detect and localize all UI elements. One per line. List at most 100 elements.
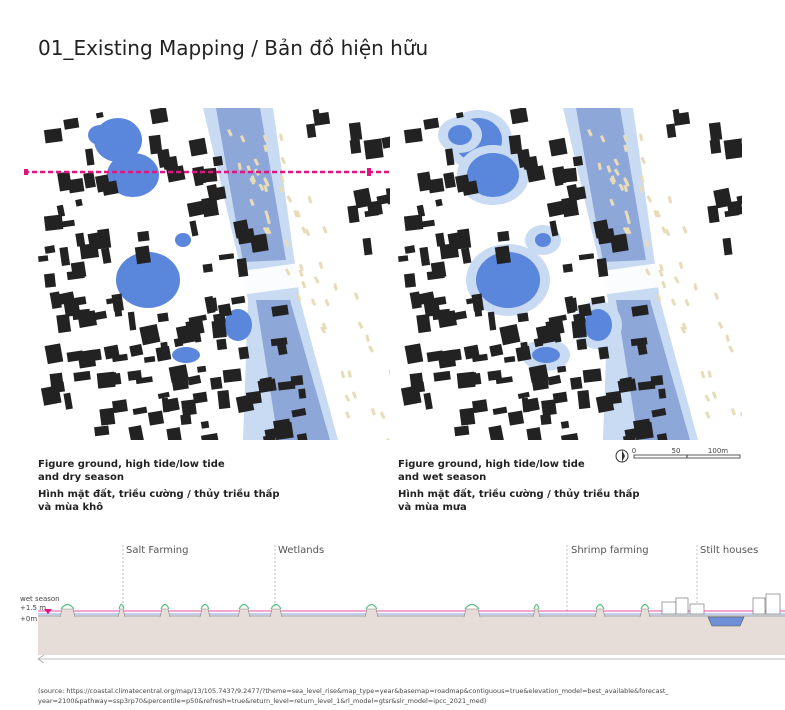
boat [693, 283, 698, 291]
building [349, 139, 362, 154]
building [578, 253, 595, 261]
pond [532, 347, 560, 363]
building [423, 392, 433, 410]
section-label: Shrimp farming [571, 545, 649, 556]
building [192, 391, 208, 404]
boat [640, 156, 647, 165]
building [139, 323, 161, 346]
building [201, 196, 220, 218]
building [101, 180, 119, 196]
building [457, 228, 472, 249]
cut-end [24, 169, 28, 175]
building [181, 399, 197, 416]
building [404, 343, 424, 365]
building [134, 245, 151, 265]
building [189, 220, 199, 237]
building [129, 343, 144, 357]
bund [159, 608, 171, 618]
building [250, 233, 269, 253]
boat [670, 298, 677, 306]
building [348, 122, 363, 141]
caption: Hình mặt đất, triều cường / thủy triều t… [398, 487, 640, 500]
scale-label: 50 [672, 447, 681, 455]
building [439, 242, 460, 260]
boat [661, 280, 667, 289]
boat [764, 395, 770, 403]
building [658, 388, 667, 399]
boat [623, 144, 628, 153]
building [421, 219, 435, 228]
building [44, 245, 56, 254]
boat [266, 216, 271, 225]
building [460, 247, 472, 264]
building [526, 165, 546, 183]
boat [728, 345, 734, 353]
boat [746, 438, 751, 446]
building [463, 344, 480, 360]
building [277, 342, 288, 356]
building [656, 433, 668, 440]
boat [284, 268, 291, 276]
boat [370, 407, 376, 416]
building [562, 263, 573, 273]
building [419, 246, 431, 267]
boat [762, 396, 767, 404]
building [563, 167, 578, 183]
building [398, 255, 409, 262]
building [100, 247, 112, 264]
building [492, 406, 508, 416]
building [459, 407, 476, 426]
boat [661, 226, 667, 234]
building [363, 138, 384, 160]
building [577, 303, 592, 318]
building [471, 399, 488, 414]
building [273, 421, 294, 440]
boat [680, 326, 687, 334]
building [113, 372, 122, 385]
boat [298, 269, 304, 277]
building [147, 410, 165, 426]
building [205, 297, 218, 312]
scale-bar: 0 50 100m [615, 447, 741, 463]
building [403, 214, 424, 232]
building [166, 427, 182, 440]
bund [59, 608, 76, 618]
building [517, 312, 529, 323]
bund [463, 608, 481, 618]
boat [344, 394, 351, 402]
boat [609, 177, 616, 185]
building [403, 127, 423, 144]
boat [264, 210, 270, 218]
title: 01_Existing Mapping / Bản đồ hiện hữu [38, 36, 428, 60]
building [722, 237, 733, 256]
section-label: Salt Farming [126, 545, 188, 556]
boat [392, 432, 398, 440]
boat [667, 195, 673, 204]
boat [623, 184, 629, 193]
boat [644, 239, 650, 247]
building [726, 200, 742, 217]
building [127, 311, 137, 331]
building [63, 117, 80, 130]
boat [606, 165, 612, 173]
building [381, 135, 390, 149]
building [633, 421, 654, 440]
building [43, 214, 64, 232]
boat [279, 175, 285, 183]
building [582, 368, 602, 383]
building [298, 388, 307, 399]
building [547, 374, 562, 386]
building [212, 155, 224, 167]
boat [249, 177, 256, 185]
building [549, 220, 559, 237]
boat [678, 261, 684, 270]
boat [622, 226, 629, 235]
building [571, 319, 587, 339]
building [435, 198, 443, 207]
boat [351, 391, 358, 399]
building [44, 343, 64, 365]
building [271, 304, 289, 317]
building [637, 342, 648, 356]
pond [107, 153, 159, 197]
boat [587, 128, 593, 137]
